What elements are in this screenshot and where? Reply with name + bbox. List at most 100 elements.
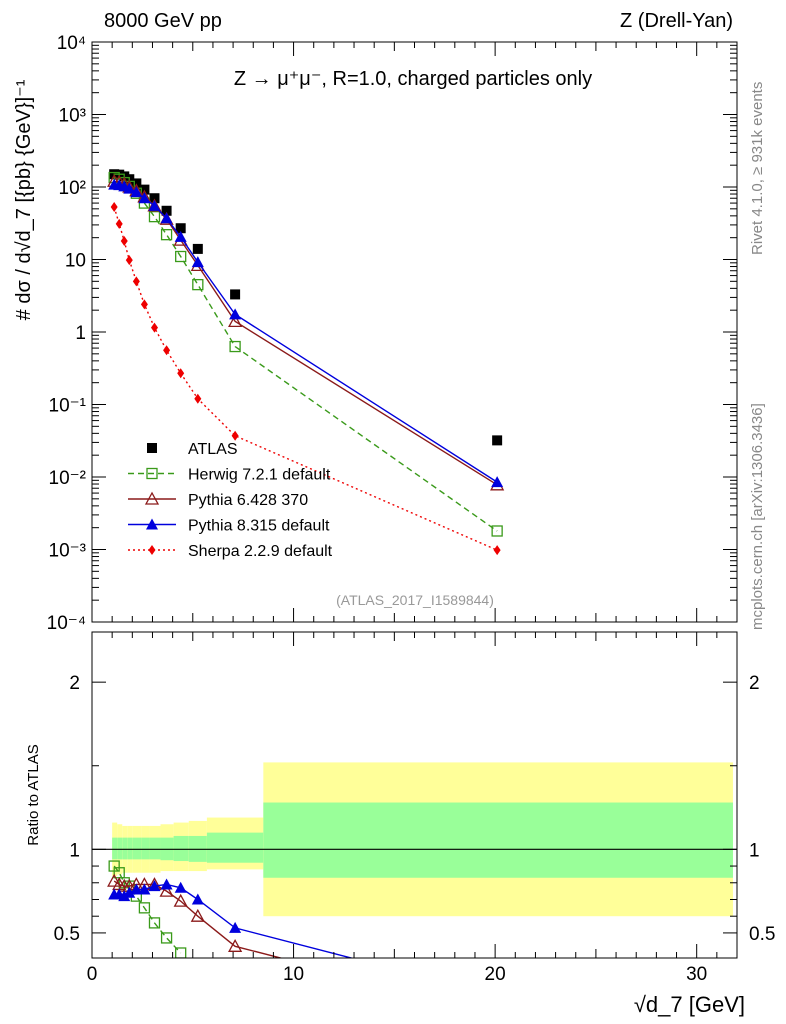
data-point — [231, 430, 239, 441]
y-axis-title-ratio: Ratio to ATLAS — [25, 744, 42, 845]
main-series-layer — [107, 169, 505, 556]
data-point — [491, 476, 504, 488]
series-sherpa-2-2-9-default — [110, 201, 501, 556]
y-tick-label: 10⁻¹ — [49, 396, 87, 417]
data-point — [493, 545, 501, 556]
mcplots-label: mcplots.cern.ch [arXiv:1306.3436] — [749, 403, 766, 630]
legend-label: Pythia 8.315 default — [188, 518, 330, 535]
ratio-point — [148, 880, 161, 892]
band-stat — [173, 835, 189, 862]
data-point — [115, 218, 123, 229]
data-point — [491, 525, 503, 537]
band-stat — [122, 837, 128, 860]
header-right: Z (Drell-Yan) — [620, 10, 733, 32]
ratio-point — [228, 938, 243, 952]
legend-marker — [148, 545, 156, 555]
ratio-y-label-right: 2 — [749, 673, 760, 694]
ratio-point — [160, 878, 173, 890]
data-point — [228, 314, 243, 328]
data-point — [194, 393, 202, 404]
data-point — [110, 201, 118, 212]
analysis-id: (ATLAS_2017_I1589844) — [336, 592, 494, 608]
band-stat — [149, 837, 161, 860]
ratio-y-label: 1 — [69, 840, 80, 861]
ratio-axes: 0.5 0.51 12 20 10 20 30 — [54, 631, 775, 985]
ratio-y-label-right: 1 — [749, 840, 760, 861]
ratio-point — [174, 881, 187, 893]
data-point — [138, 192, 151, 204]
ratio-series-pythia-8-315-default — [108, 878, 354, 958]
data-point — [230, 289, 241, 300]
band-stat — [117, 837, 123, 860]
data-point — [150, 322, 158, 333]
legend-marker — [146, 518, 158, 530]
ratio-series-clipped — [107, 860, 354, 958]
data-point — [160, 229, 173, 241]
data-point — [192, 243, 203, 254]
band-stat — [112, 837, 118, 860]
y-axis-title-main-text: # dσ / d√d_7 [{pb} {GeV}]⁻¹ — [13, 79, 35, 320]
data-point — [123, 182, 136, 194]
x-axis-title: √d_7 [GeV] — [634, 992, 745, 1017]
data-point — [148, 210, 161, 223]
data-point — [177, 368, 185, 379]
series-atlas — [109, 169, 503, 446]
y-tick-label: 10⁻⁴ — [47, 613, 86, 634]
legend-label: ATLAS — [188, 441, 238, 458]
legend-marker — [146, 467, 158, 480]
data-point — [140, 299, 148, 310]
x-tick-label: 30 — [686, 964, 707, 985]
legend: ATLAS Herwig 7.2.1 default Pythia 6.428 37… — [128, 441, 333, 560]
ratio-point — [229, 921, 242, 933]
ratio-point — [191, 893, 204, 905]
series-line — [114, 180, 498, 486]
data-point — [191, 256, 204, 268]
legend-label: Herwig 7.2.1 default — [188, 467, 331, 484]
ratio-point — [138, 902, 151, 914]
y-tick-label: 10² — [59, 178, 86, 199]
ratio-point — [159, 883, 174, 897]
series-pythia-8-315-default — [108, 178, 504, 488]
legend-marker — [144, 491, 160, 505]
ratio-y-label: 2 — [69, 673, 80, 694]
band-stat — [206, 832, 264, 863]
x-tick-label: 0 — [87, 964, 98, 985]
ratio-point — [123, 886, 136, 898]
x-tick-label: 10 — [283, 964, 304, 985]
data-point — [175, 250, 187, 263]
main-axes: 10⁻⁴ 10⁻³ 10⁻² 10⁻¹ 1 10 10² 10³ 10⁴ — [47, 33, 738, 634]
band-stat — [127, 837, 133, 860]
legend-marker — [147, 443, 157, 453]
ratio-y-label: 0.5 — [54, 924, 80, 945]
rivet-label: Rivet 4.1.0, ≥ 931k events — [749, 82, 766, 255]
ratio-point — [118, 890, 131, 902]
data-point — [192, 278, 204, 291]
data-point — [148, 199, 161, 211]
ratio-point — [130, 883, 143, 895]
legend-label: Sherpa 2.2.9 default — [188, 543, 333, 560]
data-point — [130, 186, 143, 198]
ratio-y-label-right: 0.5 — [749, 924, 775, 945]
data-point — [163, 345, 171, 356]
data-point — [175, 223, 186, 234]
ratio-point — [160, 932, 173, 944]
ratio-series-herwig-7-2-1-default — [108, 860, 187, 958]
process-label: Z → μ⁺μ⁻, R=1.0, charged particles only — [234, 68, 592, 90]
data-point — [174, 230, 187, 242]
x-tick-label: 20 — [485, 964, 506, 985]
y-axis-title-main: # dσ / d√d_7 [{pb} {GeV}]⁻¹ — [13, 79, 35, 320]
y-tick-label: 10 — [65, 251, 86, 272]
data-point — [132, 276, 140, 287]
ratio-point — [190, 908, 205, 922]
ratio-bands — [92, 762, 737, 917]
y-tick-label: 10⁻³ — [49, 541, 87, 562]
main-frame — [91, 41, 738, 623]
data-point — [149, 193, 160, 204]
data-point — [125, 255, 133, 266]
band-stat — [141, 837, 150, 860]
y-tick-label: 10⁻² — [49, 468, 87, 489]
y-tick-label: 10³ — [59, 106, 86, 127]
ratio-point — [148, 917, 161, 929]
band-stat — [263, 802, 733, 878]
